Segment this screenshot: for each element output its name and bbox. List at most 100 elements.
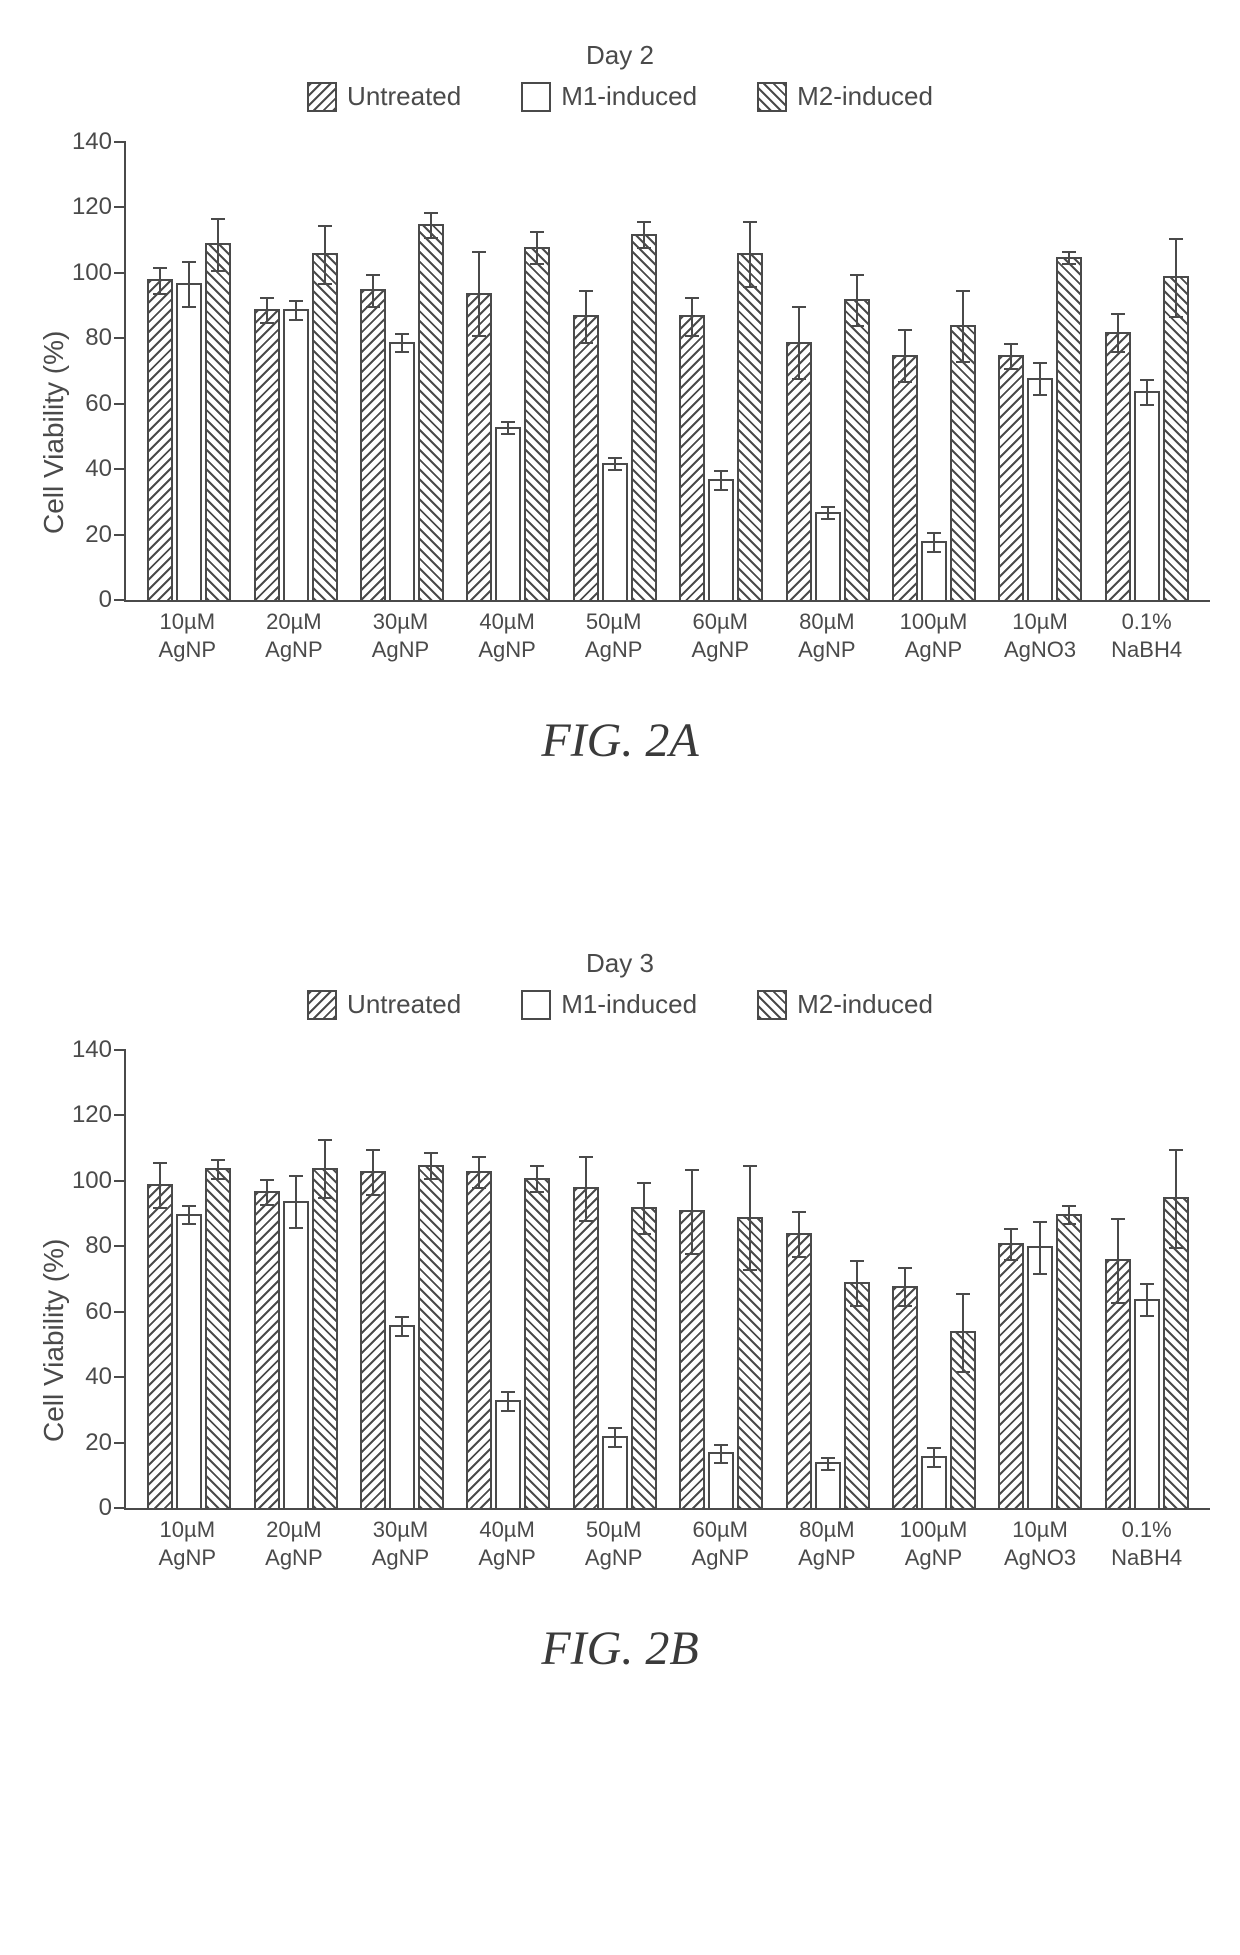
error-bar-down (188, 285, 190, 308)
error-bar (1146, 1284, 1148, 1300)
y-axis-label: Cell Viability (%) (30, 1050, 70, 1571)
error-cap (850, 1260, 864, 1262)
error-bar-down (372, 1173, 374, 1196)
y-tick (114, 272, 126, 274)
error-cap (685, 1253, 699, 1255)
bar-m2 (312, 253, 338, 600)
error-cap (1033, 394, 1047, 396)
error-cap (472, 251, 486, 253)
error-bar (933, 1448, 935, 1458)
error-cap (1140, 404, 1154, 406)
error-cap (182, 261, 196, 263)
error-cap (714, 1462, 728, 1464)
bar-m1 (815, 1462, 841, 1508)
bar-m1 (602, 1436, 628, 1508)
error-cap (472, 1187, 486, 1189)
plot-wrap: Cell Viability (%)02040608010012014010µM… (30, 1050, 1210, 1571)
error-cap (608, 469, 622, 471)
error-cap (1140, 1315, 1154, 1317)
y-tick (114, 1507, 126, 1509)
error-cap (956, 361, 970, 363)
chart-title: Day 2 (30, 40, 1210, 71)
error-bar (749, 1166, 751, 1219)
bar-m1 (389, 1325, 415, 1508)
error-bar-down (749, 255, 751, 288)
error-cap (1169, 1149, 1183, 1151)
y-tick-label: 40 (85, 1363, 112, 1391)
error-bar (720, 1445, 722, 1455)
error-bar-down (798, 344, 800, 380)
bar-untreated (892, 1286, 918, 1508)
error-bar (962, 1294, 964, 1333)
legend-label: M2-induced (797, 81, 933, 112)
bar-untreated (786, 342, 812, 600)
bar-m1 (1134, 391, 1160, 600)
error-cap (608, 457, 622, 459)
error-cap (579, 290, 593, 292)
bar-untreated (360, 1171, 386, 1508)
bar-m1 (602, 463, 628, 600)
error-cap (289, 300, 303, 302)
error-cap (927, 1447, 941, 1449)
error-bar (962, 291, 964, 327)
bar-group (136, 142, 242, 600)
bar-m1 (495, 427, 521, 600)
error-cap (318, 225, 332, 227)
error-bar-down (1175, 1199, 1177, 1248)
error-cap (850, 1305, 864, 1307)
error-cap (850, 325, 864, 327)
error-bar-down (749, 1219, 751, 1272)
error-cap (1004, 343, 1018, 345)
bar-group (987, 142, 1093, 600)
y-tick-label: 120 (72, 193, 112, 221)
error-cap (472, 1156, 486, 1158)
error-bar (372, 1150, 374, 1173)
bar-m2 (524, 1178, 550, 1508)
error-bar-down (1175, 278, 1177, 317)
y-tick (114, 1049, 126, 1051)
error-cap (530, 1165, 544, 1167)
error-bar (430, 213, 432, 226)
error-cap (211, 218, 225, 220)
bar-m1 (495, 1400, 521, 1508)
bar-m2 (631, 234, 657, 600)
y-tick (114, 1311, 126, 1313)
error-bar (507, 1392, 509, 1402)
error-cap (1062, 1223, 1076, 1225)
error-cap (1140, 1283, 1154, 1285)
error-bar (749, 222, 751, 255)
figure: Day 2UntreatedM1-inducedM2-inducedCell V… (30, 40, 1210, 768)
legend-item: M1-induced (521, 81, 697, 112)
error-bar (1146, 380, 1148, 393)
bar-group (774, 142, 880, 600)
error-cap (153, 293, 167, 295)
error-cap (637, 1233, 651, 1235)
y-tick (114, 1114, 126, 1116)
error-bar (295, 301, 297, 311)
error-bar (1175, 1150, 1177, 1199)
error-cap (289, 1175, 303, 1177)
error-bar (188, 1206, 190, 1216)
bar-untreated (573, 1187, 599, 1508)
error-cap (792, 378, 806, 380)
error-cap (1004, 1228, 1018, 1230)
bar-m1 (176, 283, 202, 600)
error-cap (579, 1156, 593, 1158)
error-bar-down (295, 1203, 297, 1229)
error-cap (366, 1149, 380, 1151)
error-cap (1062, 251, 1076, 253)
error-cap (182, 306, 196, 308)
error-cap (395, 333, 409, 335)
legend-label: Untreated (347, 81, 461, 112)
y-tick-label: 60 (85, 1298, 112, 1326)
error-bar (933, 533, 935, 543)
plot-column: 02040608010012014010µMAgNP20µMAgNP30µMAg… (70, 142, 1210, 663)
error-cap (821, 1457, 835, 1459)
legend-item: Untreated (307, 81, 461, 112)
bar-group (562, 1050, 668, 1508)
legend-swatch (307, 990, 337, 1020)
error-cap (685, 1169, 699, 1171)
y-tick-label: 140 (72, 128, 112, 156)
x-tick-label: 30µMAgNP (347, 1516, 454, 1571)
error-cap (898, 381, 912, 383)
